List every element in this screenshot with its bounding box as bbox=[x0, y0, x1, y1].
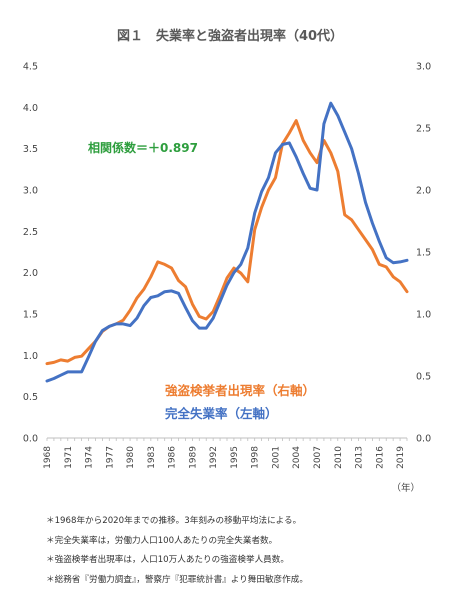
x-tick-label: 2016 bbox=[375, 446, 385, 469]
right-tick-label: 1.5 bbox=[416, 248, 431, 259]
x-tick-label: 1968 bbox=[43, 446, 53, 469]
left-tick-label: 3.0 bbox=[23, 186, 38, 197]
right-tick-label: 2.0 bbox=[416, 186, 431, 197]
left-tick-label: 2.5 bbox=[23, 227, 38, 238]
correlation-annotation: 相関係数＝＋0.897 bbox=[88, 140, 198, 155]
right-tick-label: 3.0 bbox=[416, 62, 431, 73]
x-tick-label: 2019 bbox=[396, 446, 406, 469]
left-tick-label: 2.0 bbox=[23, 268, 38, 279]
left-axis: 0.0 0.5 1.0 1.5 2.0 2.5 3.0 3.5 4.0 4.5 bbox=[23, 62, 38, 445]
series-group bbox=[45, 101, 409, 383]
x-tick-label: 2013 bbox=[355, 446, 365, 469]
x-tick-label: 1989 bbox=[188, 446, 198, 469]
left-tick-label: 3.5 bbox=[23, 144, 38, 155]
footnote: ＊1968年から2020年までの推移。3年刻みの移動平均法による。 bbox=[46, 516, 302, 526]
footnote: ＊強盗検挙者出現率は，人口10万人あたりの強盗検挙人員数。 bbox=[46, 555, 289, 565]
x-tick-label: 2004 bbox=[292, 446, 302, 469]
x-axis-unit: （年） bbox=[391, 482, 420, 494]
left-tick-label: 4.5 bbox=[23, 62, 38, 73]
x-tick-label: 1983 bbox=[147, 446, 157, 469]
left-tick-label: 4.0 bbox=[23, 103, 38, 114]
x-tick-label: 1986 bbox=[168, 446, 178, 469]
footnotes: ＊1968年から2020年までの推移。3年刻みの移動平均法による。 ＊完全失業率… bbox=[46, 512, 446, 590]
legend-unemployment-rate: 完全失業率（左軸） bbox=[165, 406, 278, 421]
x-tick-label: 1992 bbox=[209, 446, 219, 469]
right-tick-label: 0.5 bbox=[416, 372, 431, 383]
left-tick-label: 0.0 bbox=[23, 434, 38, 445]
right-tick-label: 1.0 bbox=[416, 310, 431, 321]
x-tick-label: 1980 bbox=[126, 446, 136, 469]
unemployment-rate-line bbox=[45, 101, 409, 383]
left-tick-label: 0.5 bbox=[23, 392, 38, 403]
x-tick-label: 1971 bbox=[64, 446, 74, 469]
x-tick-label: 1998 bbox=[251, 446, 261, 469]
footnote: ＊総務省『労働力調査』，警察庁『犯罪統計書』より舞田敏彦作成。 bbox=[46, 574, 308, 585]
x-tick-label: 2007 bbox=[313, 446, 323, 469]
x-axis: 1968 1971 1974 1977 1980 1983 1986 1989 1992 1995… bbox=[43, 438, 408, 469]
right-tick-label: 0.0 bbox=[416, 434, 431, 445]
left-tick-label: 1.5 bbox=[23, 310, 38, 321]
x-tick-label: 2010 bbox=[334, 446, 344, 469]
legend-robbery-rate: 強盗検挙者出現率（右軸） bbox=[165, 383, 315, 398]
chart-title: 図１ 失業率と強盗者出現率（40代） bbox=[117, 28, 343, 44]
x-tick-label: 1977 bbox=[105, 446, 115, 469]
x-tick-label: 1995 bbox=[230, 446, 240, 469]
x-tick-label: 1974 bbox=[85, 446, 95, 469]
x-tick-label: 2001 bbox=[271, 446, 281, 469]
left-tick-label: 1.0 bbox=[23, 351, 38, 362]
right-tick-label: 2.5 bbox=[416, 124, 431, 135]
right-axis: 0.0 0.5 1.0 1.5 2.0 2.5 3.0 bbox=[416, 62, 431, 445]
footnote: ＊完全失業率は，労働力人口100人あたりの完全失業者数。 bbox=[46, 535, 278, 546]
